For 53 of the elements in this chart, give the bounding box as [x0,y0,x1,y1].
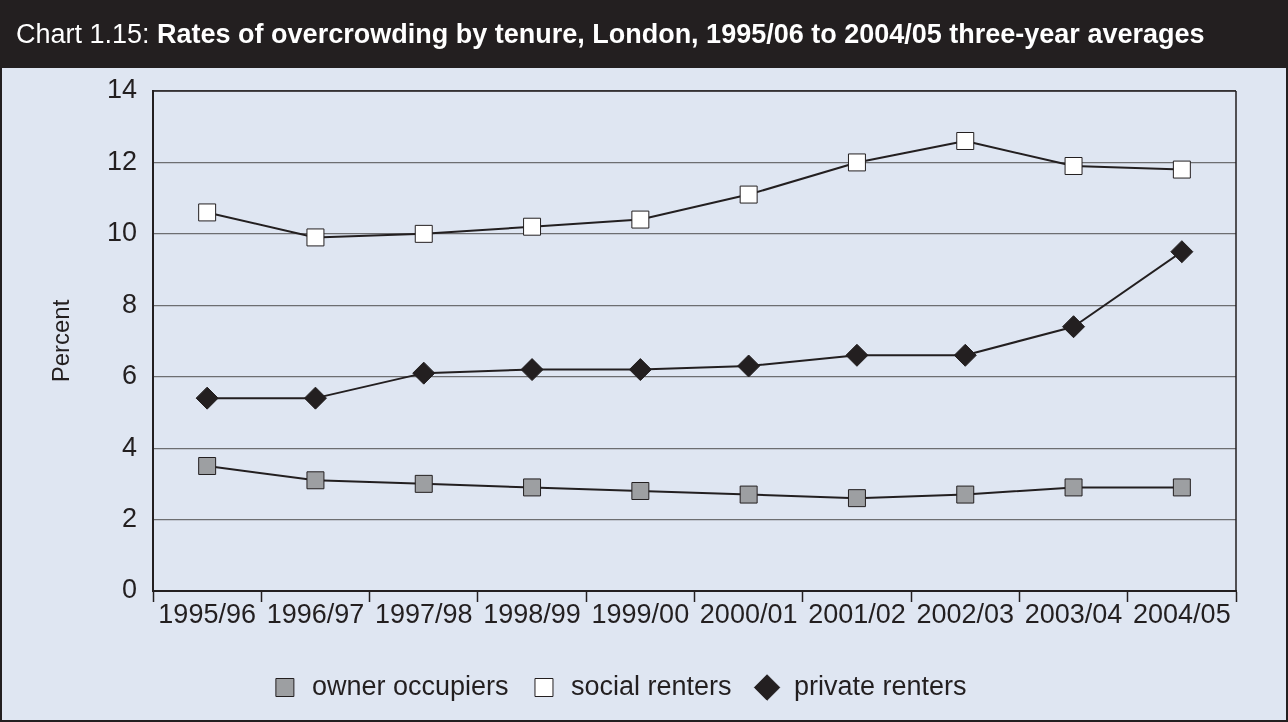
x-tick-label: 2000/01 [699,598,798,629]
x-tick-label: 1997/98 [374,598,473,629]
point [847,489,866,508]
point [414,474,433,493]
point [845,343,869,367]
point [956,485,975,504]
x-tick-label: 1999/00 [591,598,690,629]
point [628,358,652,382]
legend-label: private renters [794,670,967,701]
point [1064,157,1083,175]
point [1062,315,1086,339]
point [523,217,542,236]
point [303,386,327,410]
y-tick-label: 4 [121,431,137,462]
y-tick-label: 14 [106,74,137,105]
point [198,203,217,222]
x-tick-label: 2001/02 [808,598,906,629]
point [847,153,866,172]
y-tick-label: 8 [121,288,137,319]
x-tick-label: 2003/04 [1024,598,1123,629]
point [1172,478,1191,497]
x-tick-label: 1998/99 [483,598,581,629]
point [631,482,650,500]
point [953,343,977,367]
x-tick-label: 1995/96 [158,598,256,629]
point [306,471,325,490]
y-tick-label: 10 [106,217,137,248]
point [306,228,325,247]
point [739,485,758,504]
point [739,185,758,204]
point [195,386,219,410]
legend-label: social renters [570,670,732,701]
point [198,457,217,475]
point [412,361,436,385]
legend-label: owner occupiers [311,670,509,701]
chart-title: Chart 1.15: Rates of overcrowding by tenure, London, 1995/06 to 2004/05 three-year averages [16,18,1205,49]
point [956,132,975,150]
x-tick-label: 2004/05 [1133,598,1231,629]
y-tick-label: 6 [121,360,137,391]
point [1172,160,1191,179]
x-tick-label: 1996/97 [266,598,365,629]
x-tick-label: 2002/03 [916,598,1015,629]
point [737,354,761,378]
y-tick-label: 12 [106,145,137,176]
point [414,224,433,243]
point [1064,478,1083,497]
point [523,478,542,497]
point [631,210,650,229]
point [1170,240,1194,264]
point [520,358,544,382]
y-tick-label: 2 [121,503,137,534]
y-axis-title: Percent [47,299,75,383]
y-tick-label: 0 [121,574,137,605]
